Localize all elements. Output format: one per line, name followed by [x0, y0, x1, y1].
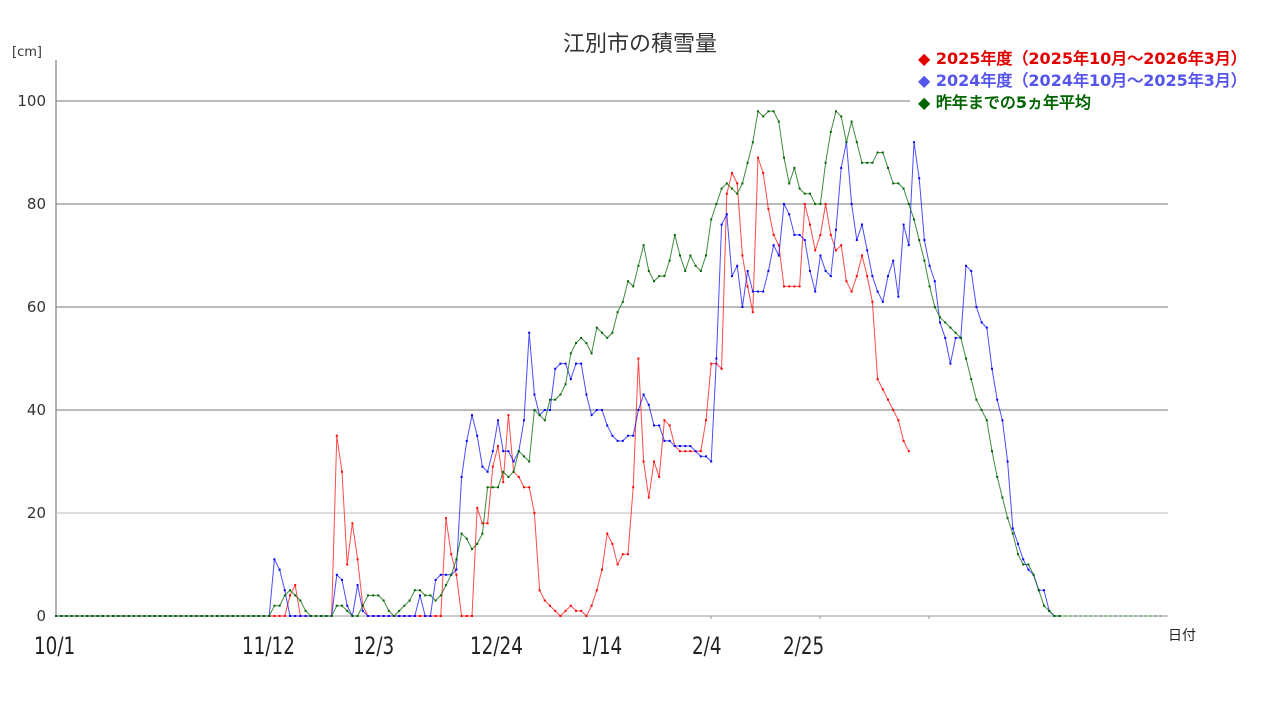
- legend: ◆ 2025年度（2025年10月～2026年3月） ◆ 2024年度（2024…: [918, 48, 1247, 114]
- legend-item-2024: ◆ 2024年度（2024年10月～2025年3月）: [918, 70, 1247, 92]
- y-tick-60: 60: [26, 298, 46, 316]
- x-tick-1-14: 1/14: [581, 632, 623, 660]
- diamond-icon: ◆: [918, 49, 931, 68]
- chart-title: 江別市の積雪量: [562, 32, 717, 57]
- y-tick-100: 100: [17, 92, 46, 110]
- legend-label: 2025年度（2025年10月～2026年3月）: [935, 49, 1247, 68]
- diamond-icon: ◆: [918, 71, 931, 90]
- y-tick-80: 80: [26, 195, 46, 213]
- legend-label: 昨年までの5ヵ年平均: [935, 93, 1092, 112]
- x-tick-2-25: 2/25: [783, 632, 825, 660]
- series-lines: [55, 110, 1165, 618]
- x-tick-2-4: 2/4: [692, 632, 722, 660]
- y-axis-unit: [cm]: [12, 45, 42, 60]
- x-tick-12-24: 12/24: [470, 632, 523, 660]
- y-tick-0: 0: [36, 607, 46, 625]
- x-tick-10-1: 10/1: [34, 632, 76, 660]
- x-axis-label: 日付: [1168, 628, 1196, 644]
- legend-item-avg: ◆ 昨年までの5ヵ年平均: [918, 92, 1247, 114]
- gridlines: [55, 60, 1168, 619]
- y-tick-20: 20: [26, 504, 46, 522]
- legend-label: 2024年度（2024年10月～2025年3月）: [935, 71, 1247, 90]
- diamond-icon: ◆: [918, 93, 931, 112]
- x-tick-12-3: 12/3: [353, 632, 395, 660]
- y-tick-40: 40: [26, 401, 46, 419]
- legend-item-2025: ◆ 2025年度（2025年10月～2026年3月）: [918, 48, 1247, 70]
- x-tick-11-12: 11/12: [242, 632, 295, 660]
